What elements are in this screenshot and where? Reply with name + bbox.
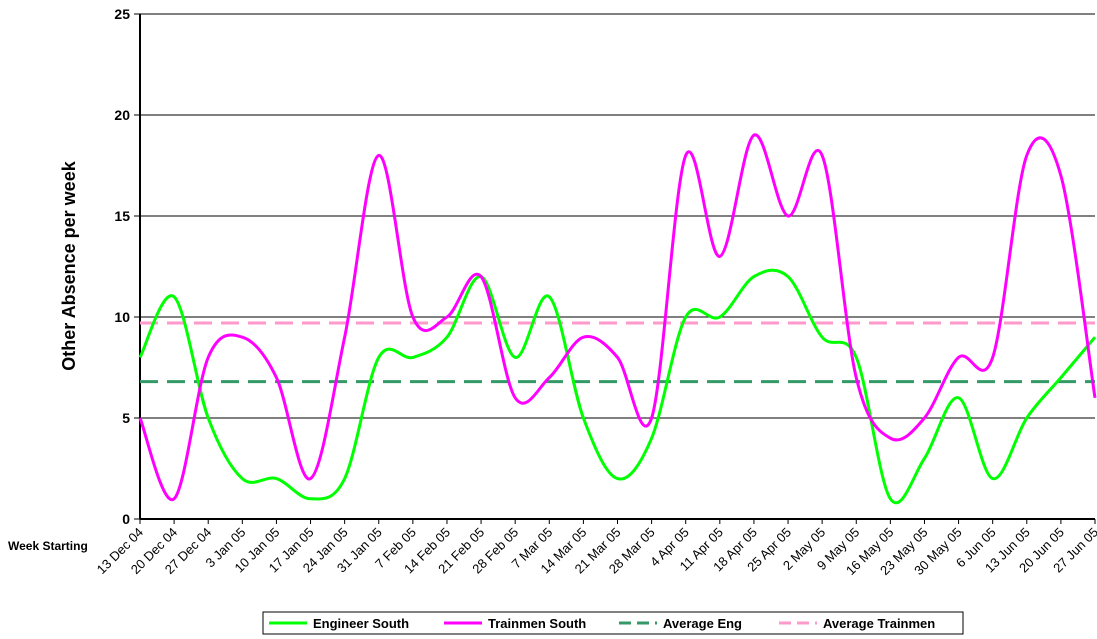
series-line — [138, 268, 1097, 505]
y-tick-label: 20 — [114, 107, 130, 123]
y-tick-label: 5 — [122, 410, 130, 426]
series-line — [138, 133, 1097, 501]
x-axis-label: Week Starting — [8, 539, 88, 553]
legend-box — [262, 611, 964, 635]
legend-label: Average Trainmen — [823, 616, 935, 631]
y-tick-label: 10 — [114, 309, 130, 325]
y-axis-label: Other Absence per week — [59, 160, 79, 370]
legend-label: Engineer South — [313, 616, 409, 631]
y-tick-label: 15 — [114, 208, 130, 224]
y-tick-label: 0 — [122, 511, 130, 527]
y-tick-label: 25 — [114, 6, 130, 22]
legend-label: Trainmen South — [488, 616, 586, 631]
legend-label: Average Eng — [663, 616, 742, 631]
